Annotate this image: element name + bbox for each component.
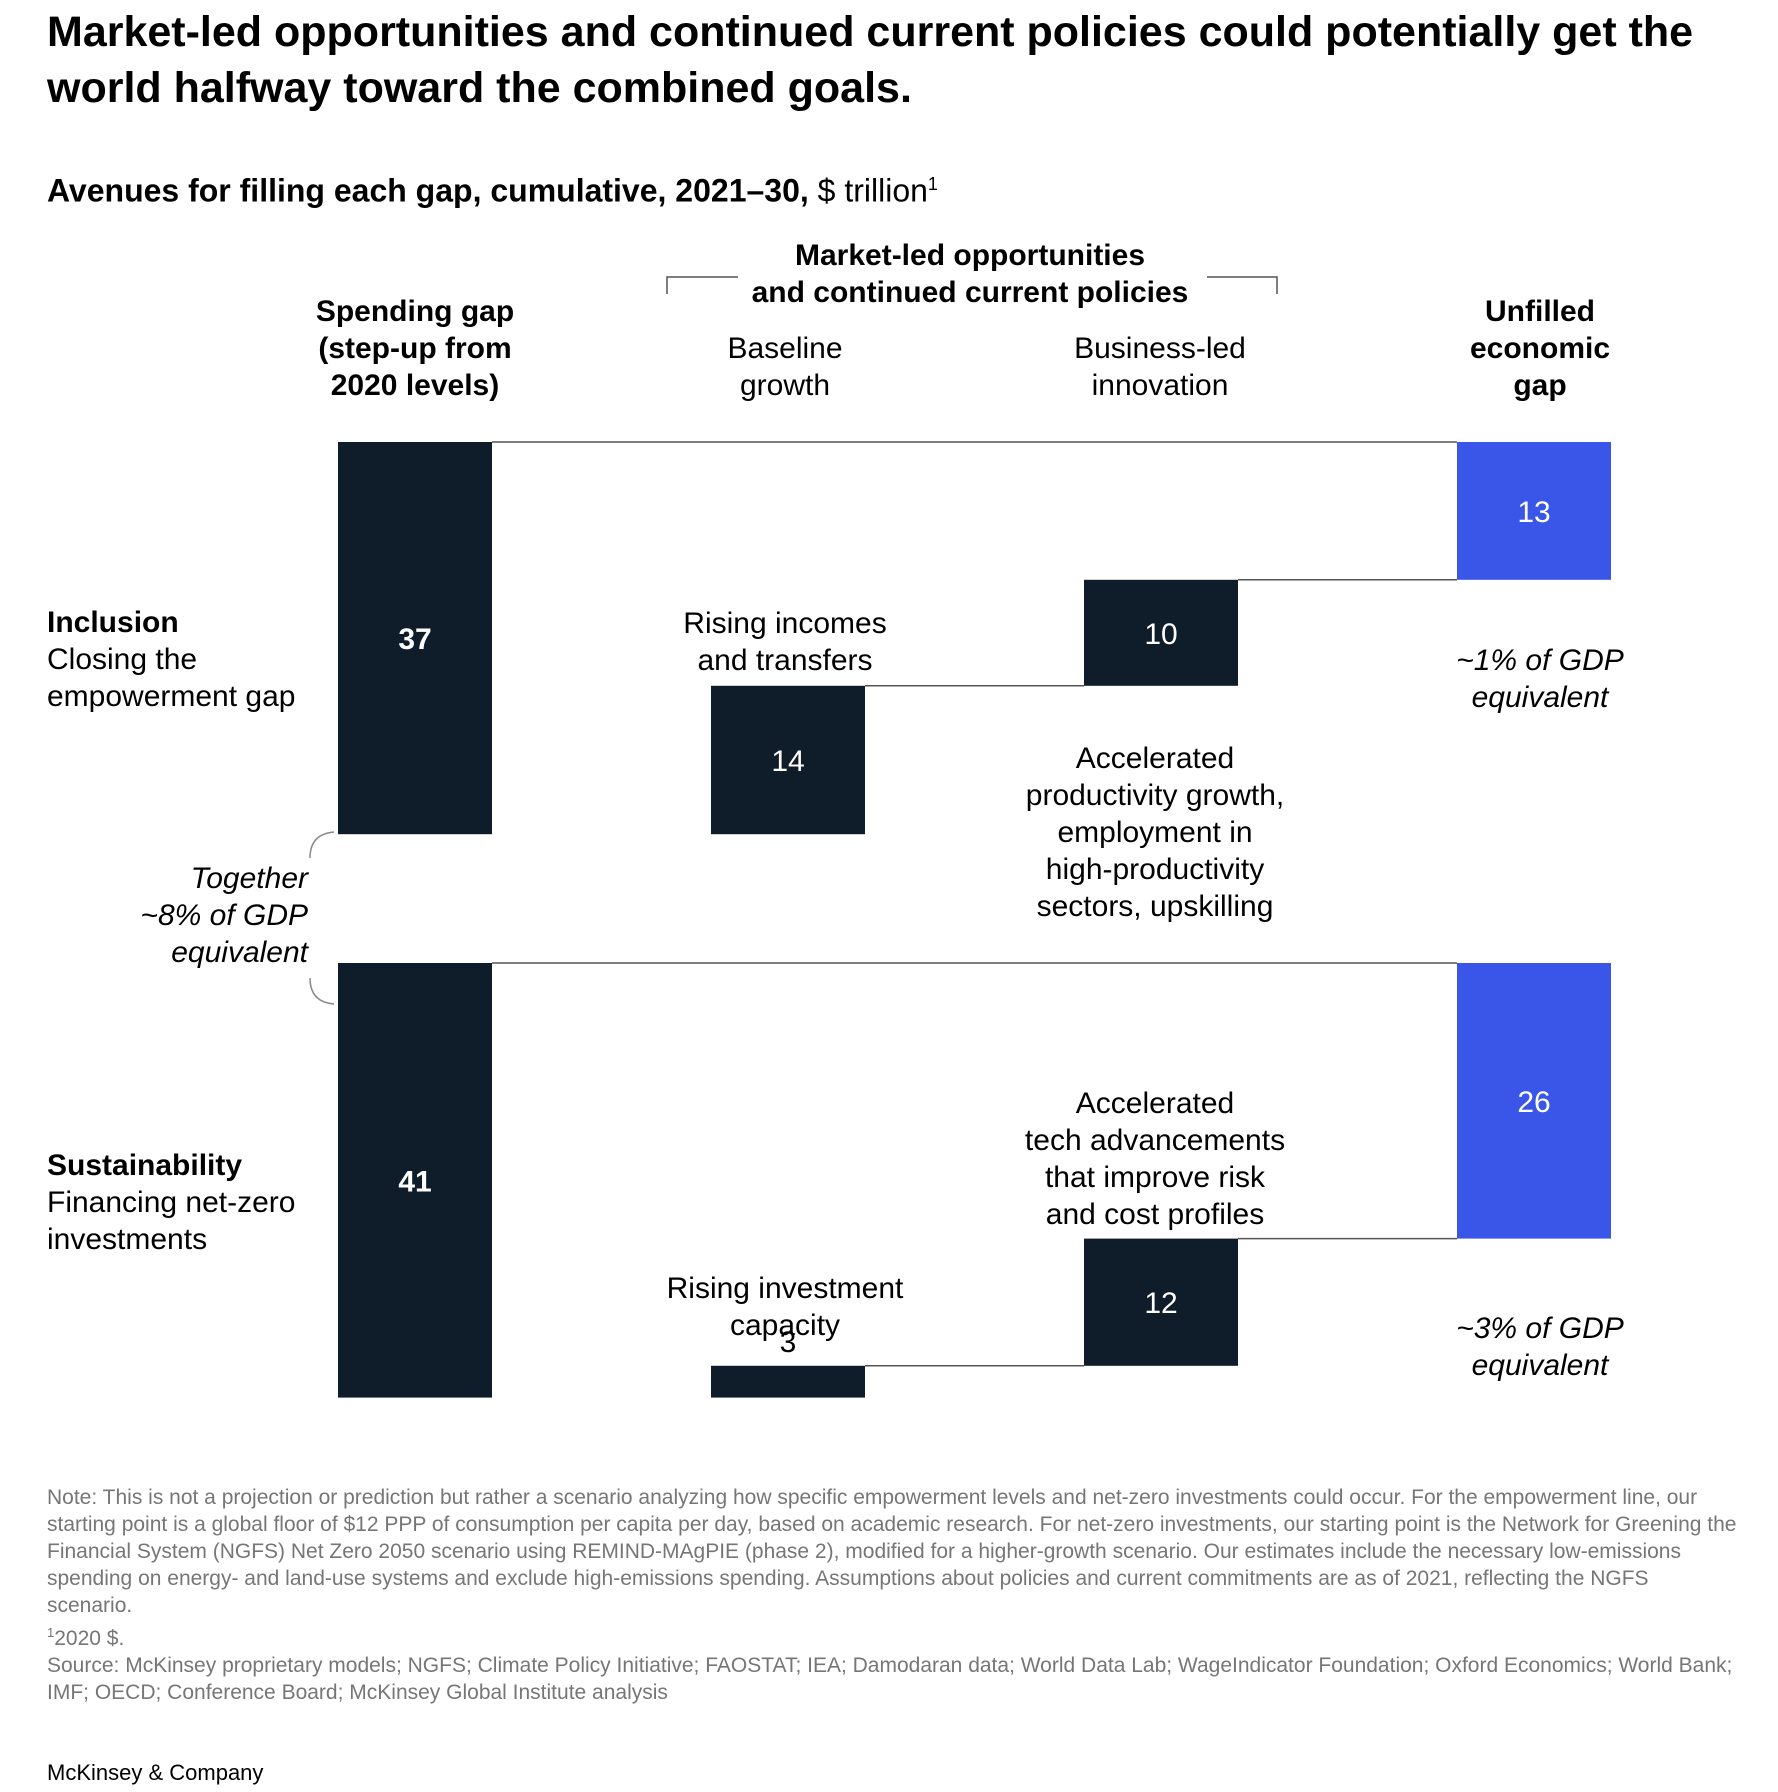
sustainability-bar-0 bbox=[338, 963, 492, 1398]
row-label-inclusion: Inclusion Closing the empowerment gap bbox=[47, 606, 296, 713]
annotation-sustainability-unfilled: ~3% of GDP equivalent bbox=[1456, 1312, 1624, 1382]
sustainability-bar-1 bbox=[711, 1365, 865, 1398]
annotation-sustainability-business: Accelerated tech advancements that impro… bbox=[1024, 1087, 1286, 1231]
sustainability-value-label-1: 3 bbox=[780, 1326, 797, 1359]
sustainability-value-label-2: 12 bbox=[1144, 1287, 1177, 1320]
inclusion-value-label-1: 14 bbox=[771, 745, 804, 778]
annotation-inclusion-baseline: Rising incomes and transfers bbox=[683, 607, 887, 677]
inclusion-bar-1 bbox=[711, 685, 865, 835]
inclusion-value-label-0: 37 bbox=[398, 623, 431, 656]
subtitle-unit: $ trillion bbox=[817, 172, 928, 209]
subtitle-main: Avenues for filling each gap, cumulative… bbox=[47, 172, 809, 209]
header-unfilled-gap: Unfilled economic gap bbox=[1469, 295, 1611, 402]
together-annotation: Together ~8% of GDP equivalent bbox=[140, 862, 308, 969]
notes-section: Note: This is not a projection or predic… bbox=[47, 1484, 1737, 1706]
annotation-inclusion-unfilled: ~1% of GDP equivalent bbox=[1456, 644, 1624, 714]
row-label-sustainability: Sustainability Financing net-zero invest… bbox=[47, 1149, 296, 1256]
header-market-bracket: Market-led opportunities and continued c… bbox=[751, 239, 1189, 309]
sustainability-bar-3 bbox=[1457, 963, 1611, 1239]
together-bracket bbox=[309, 831, 335, 1005]
sustainability-bar-2 bbox=[1084, 1238, 1238, 1366]
chart-subtitle: Avenues for filling each gap, cumulative… bbox=[47, 164, 938, 211]
header-business-led: Business-led innovation bbox=[1074, 332, 1246, 402]
inclusion-value-label-3: 13 bbox=[1517, 496, 1550, 529]
annotation-inclusion-business: Accelerated productivity growth, employm… bbox=[1025, 742, 1285, 923]
footnote: 12020 $. bbox=[47, 1625, 125, 1650]
source-text: Source: McKinsey proprietary models; NGF… bbox=[47, 1654, 1733, 1704]
inclusion-bar-2 bbox=[1084, 579, 1238, 686]
inclusion-bar-3 bbox=[1457, 442, 1611, 580]
footer-brand: McKinsey & Company bbox=[47, 1760, 264, 1785]
subtitle-footnote-mark: 1 bbox=[927, 174, 938, 194]
sustainability-value-label-0: 41 bbox=[398, 1165, 431, 1198]
header-spending-gap: Spending gap (step-up from 2020 levels) bbox=[315, 295, 515, 402]
page-title: Market-led opportunities and continued c… bbox=[47, 8, 1694, 112]
inclusion-value-label-2: 10 bbox=[1144, 618, 1177, 651]
note-text: Note: This is not a projection or predic… bbox=[47, 1486, 1737, 1617]
sustainability-value-label-3: 26 bbox=[1517, 1086, 1550, 1119]
waterfall-chart: 37 14 10 13 41 3 12 26 bbox=[338, 441, 1611, 1398]
annotation-sustainability-baseline: Rising investment capacity bbox=[666, 1272, 904, 1342]
inclusion-bar-0 bbox=[338, 442, 492, 835]
header-baseline-growth: Baseline growth bbox=[727, 332, 843, 402]
market-bracket-lines bbox=[666, 276, 1278, 294]
